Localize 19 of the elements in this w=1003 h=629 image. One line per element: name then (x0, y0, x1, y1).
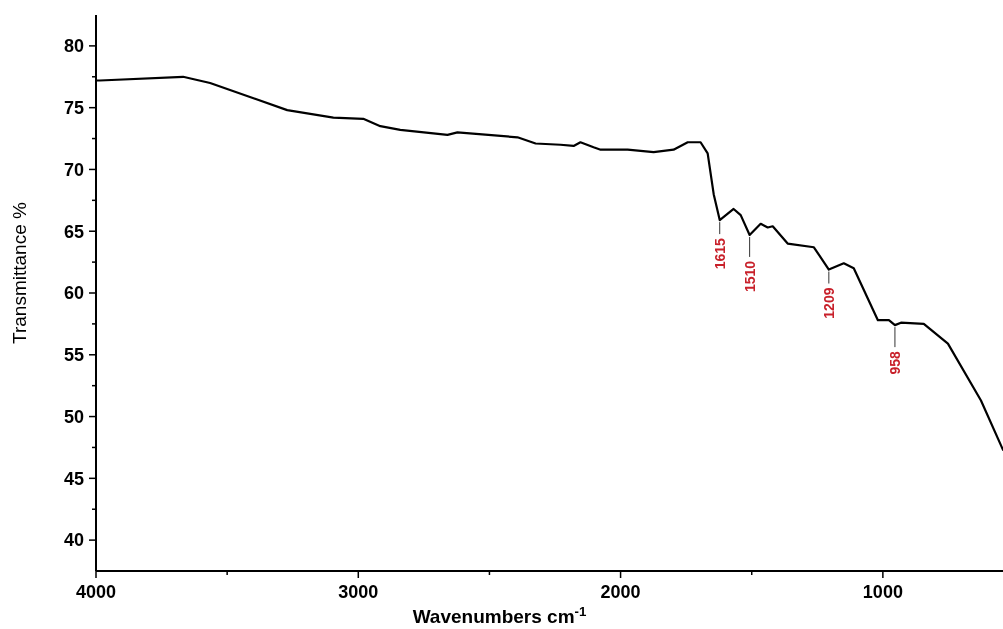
y-tick-label: 70 (63, 159, 84, 180)
y-tick-label: 75 (63, 97, 84, 118)
y-tick-label: 40 (63, 530, 84, 551)
y-tick-label: 60 (63, 283, 84, 304)
x-axis-title: Wavenumbers cm$^{-1}$ (412, 603, 587, 627)
x-tick-label: 2000 (600, 582, 641, 602)
annotation: 1615 (711, 237, 728, 270)
y-tick-label: 80 (63, 36, 84, 57)
y-tick-label: 65 (63, 221, 84, 242)
y-tick-label: 55 (63, 345, 84, 366)
annotation: 1209 (820, 287, 837, 319)
x-tick-label: 4000 (75, 582, 117, 602)
y-tick-label: 45 (63, 468, 84, 489)
x-tick-label: 1000 (862, 582, 903, 602)
annotation: 1510 (741, 260, 758, 293)
annotation: 958 (886, 350, 903, 375)
x-tick-label: 3000 (338, 582, 379, 602)
y-axis-title: Transmittance % (9, 201, 30, 344)
y-tick-label: 50 (63, 406, 84, 427)
